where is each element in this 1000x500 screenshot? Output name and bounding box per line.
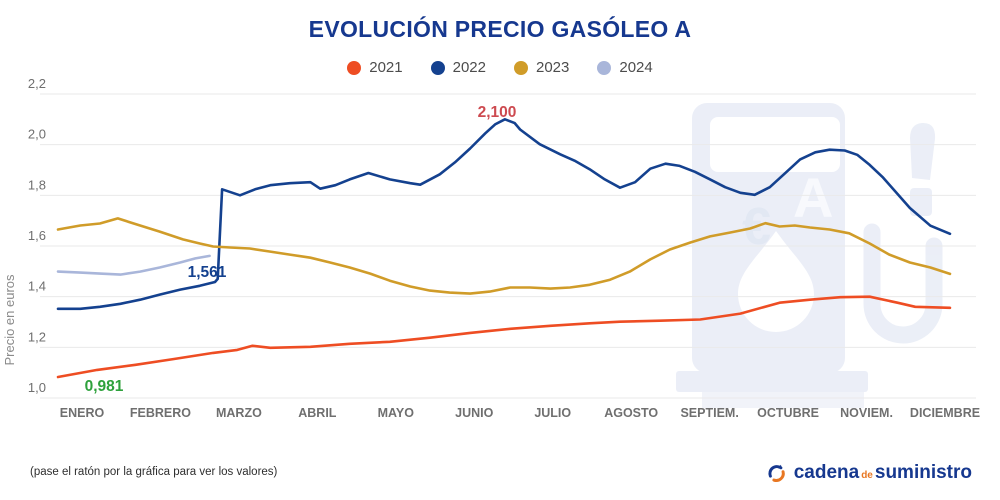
month-label: ABRIL	[298, 406, 337, 420]
month-label: FEBRERO	[130, 406, 191, 420]
series-line-2021[interactable]	[56, 295, 952, 379]
legend-item-2024[interactable]: 2024	[597, 59, 653, 76]
y-tick-label: 1,6	[28, 228, 46, 243]
series-line-2022[interactable]	[56, 118, 952, 311]
y-tick-label: 1,8	[28, 177, 46, 192]
legend-dot-2022	[430, 60, 445, 75]
y-tick-label: 1,4	[28, 279, 46, 294]
annotation-2021: 0,981	[85, 378, 124, 395]
month-label: JUNIO	[455, 406, 493, 420]
hover-hint-text: (pase el ratón por la gráfica para ver l…	[30, 466, 278, 478]
month-label: NOVIEM.	[840, 406, 893, 420]
y-axis-title: Precio en euros	[2, 274, 17, 366]
month-label: MARZO	[216, 406, 262, 420]
page-title: EVOLUCIÓN PRECIO GASÓLEO A	[308, 16, 692, 42]
month-label: OCTUBRE	[757, 406, 819, 420]
brand-word-suministro: suministro	[874, 462, 972, 483]
series-line-2023[interactable]	[56, 217, 952, 295]
pump-hose-watermark	[863, 223, 943, 344]
annotation-2022: 2,100	[478, 104, 517, 121]
brand-word-cadena: cadena	[793, 462, 860, 483]
annotation-2024: 1,561	[188, 264, 227, 281]
legend-label-2023: 2023	[536, 59, 570, 76]
y-tick-label: 2,2	[28, 76, 46, 91]
series-line-2024[interactable]	[56, 254, 211, 276]
legend-label-2021: 2021	[369, 59, 403, 76]
brand-word-de: de	[861, 470, 873, 481]
legend-label-2024: 2024	[619, 59, 653, 76]
brand-logo[interactable]: cadena de suministro	[766, 462, 972, 484]
month-label: MAYO	[378, 406, 415, 420]
month-label: DICIEMBRE	[910, 406, 980, 420]
legend-dot-2023	[514, 60, 528, 75]
y-tick-label: 1,0	[28, 380, 46, 395]
month-label: ENERO	[60, 406, 105, 420]
legend-dot-2021	[347, 60, 362, 75]
y-tick-label: 1,2	[28, 329, 46, 344]
pump-nozzle-watermark	[910, 122, 936, 180]
legend-item-2022[interactable]: 2022	[430, 59, 486, 76]
svg-text:A: A	[793, 166, 833, 229]
month-label: JULIO	[534, 406, 571, 420]
chart-legend: 2021 2022 2023 2024	[0, 59, 1000, 76]
legend-dot-2024	[597, 60, 612, 75]
month-label: AGOSTO	[604, 406, 658, 420]
fuel-pump-watermark: A €	[676, 103, 943, 408]
month-label: SEPTIEM.	[680, 406, 738, 420]
legend-label-2022: 2022	[452, 59, 486, 76]
brand-circle-arrows-icon	[768, 464, 785, 482]
legend-item-2021[interactable]: 2021	[347, 59, 403, 76]
legend-item-2023[interactable]: 2023	[514, 59, 569, 76]
y-tick-label: 2,0	[28, 127, 46, 142]
